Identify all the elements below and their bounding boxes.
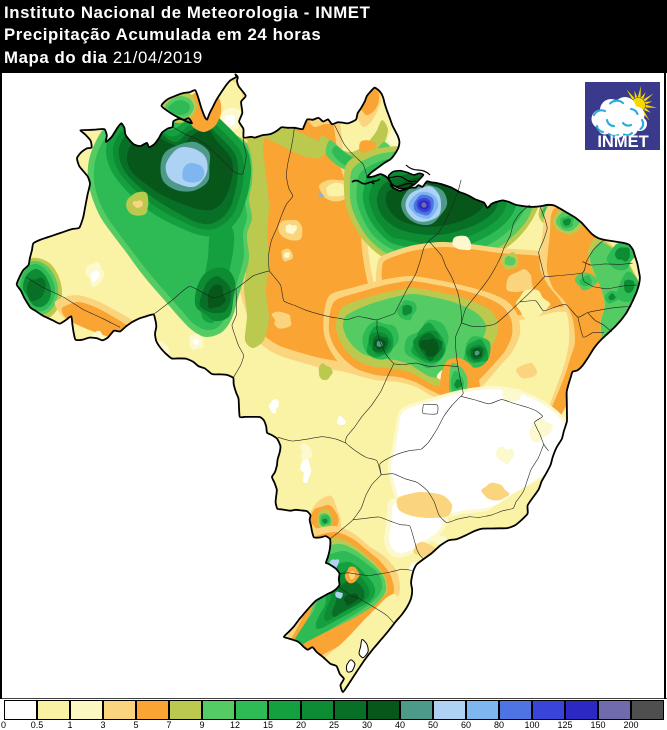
svg-text:INMET: INMET <box>597 133 648 150</box>
